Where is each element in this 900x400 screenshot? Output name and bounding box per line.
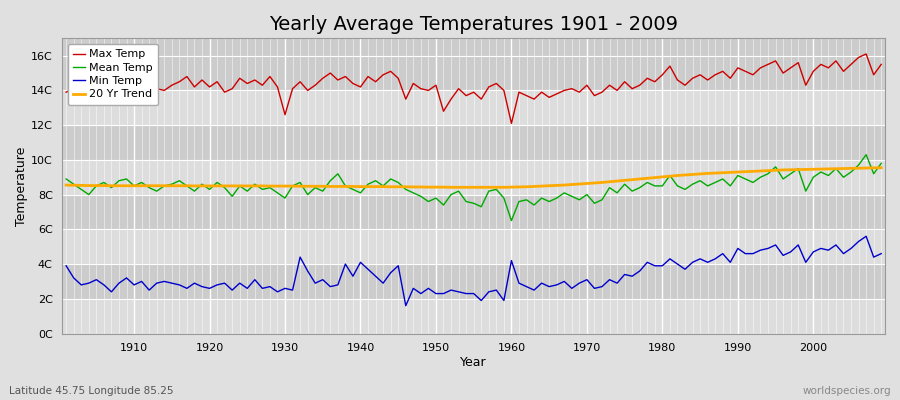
Max Temp bbox=[60, 90, 71, 94]
Bar bbox=[62, 194, 885, 229]
Min Temp bbox=[604, 277, 615, 282]
20 Yr Trend bbox=[506, 185, 517, 190]
Mean Temp bbox=[604, 185, 615, 190]
Max Temp bbox=[860, 52, 871, 56]
20 Yr Trend bbox=[122, 183, 132, 188]
Bar bbox=[62, 299, 885, 334]
20 Yr Trend bbox=[514, 184, 525, 189]
Text: worldspecies.org: worldspecies.org bbox=[803, 386, 891, 396]
Bar bbox=[62, 160, 885, 194]
Min Temp bbox=[514, 281, 525, 286]
Min Temp bbox=[506, 258, 517, 263]
Bar bbox=[62, 125, 885, 160]
20 Yr Trend bbox=[60, 183, 71, 188]
Min Temp bbox=[122, 276, 132, 280]
Legend: Max Temp, Mean Temp, Min Temp, 20 Yr Trend: Max Temp, Mean Temp, Min Temp, 20 Yr Tre… bbox=[68, 44, 158, 105]
Bar bbox=[62, 56, 885, 90]
Min Temp bbox=[400, 303, 411, 308]
Max Temp bbox=[499, 88, 509, 93]
Min Temp bbox=[876, 251, 886, 256]
Max Temp bbox=[122, 79, 132, 84]
Mean Temp bbox=[287, 184, 298, 188]
Max Temp bbox=[506, 121, 517, 126]
Max Temp bbox=[287, 86, 298, 91]
Bar bbox=[62, 90, 885, 125]
Title: Yearly Average Temperatures 1901 - 2009: Yearly Average Temperatures 1901 - 2009 bbox=[269, 15, 679, 34]
20 Yr Trend bbox=[332, 184, 343, 189]
Mean Temp bbox=[60, 176, 71, 181]
Max Temp bbox=[876, 62, 886, 67]
Max Temp bbox=[332, 78, 343, 82]
Bar bbox=[62, 229, 885, 264]
Max Temp bbox=[514, 90, 525, 94]
Mean Temp bbox=[514, 199, 525, 204]
Mean Temp bbox=[506, 218, 517, 223]
Text: Latitude 45.75 Longitude 85.25: Latitude 45.75 Longitude 85.25 bbox=[9, 386, 174, 396]
Line: Min Temp: Min Temp bbox=[66, 236, 881, 306]
Line: 20 Yr Trend: 20 Yr Trend bbox=[66, 168, 881, 187]
Mean Temp bbox=[122, 176, 132, 181]
Min Temp bbox=[860, 234, 871, 239]
Mean Temp bbox=[876, 161, 886, 166]
20 Yr Trend bbox=[287, 184, 298, 188]
Line: Max Temp: Max Temp bbox=[66, 54, 881, 124]
Min Temp bbox=[60, 263, 71, 268]
20 Yr Trend bbox=[446, 185, 456, 190]
Min Temp bbox=[332, 282, 343, 287]
Bar bbox=[62, 264, 885, 299]
Line: Mean Temp: Mean Temp bbox=[66, 155, 881, 221]
20 Yr Trend bbox=[876, 165, 886, 170]
Y-axis label: Temperature: Temperature bbox=[15, 146, 28, 226]
Mean Temp bbox=[332, 171, 343, 176]
Min Temp bbox=[287, 288, 298, 292]
20 Yr Trend bbox=[604, 179, 615, 184]
Mean Temp bbox=[499, 196, 509, 200]
Max Temp bbox=[604, 83, 615, 88]
X-axis label: Year: Year bbox=[461, 356, 487, 369]
Mean Temp bbox=[860, 152, 871, 157]
